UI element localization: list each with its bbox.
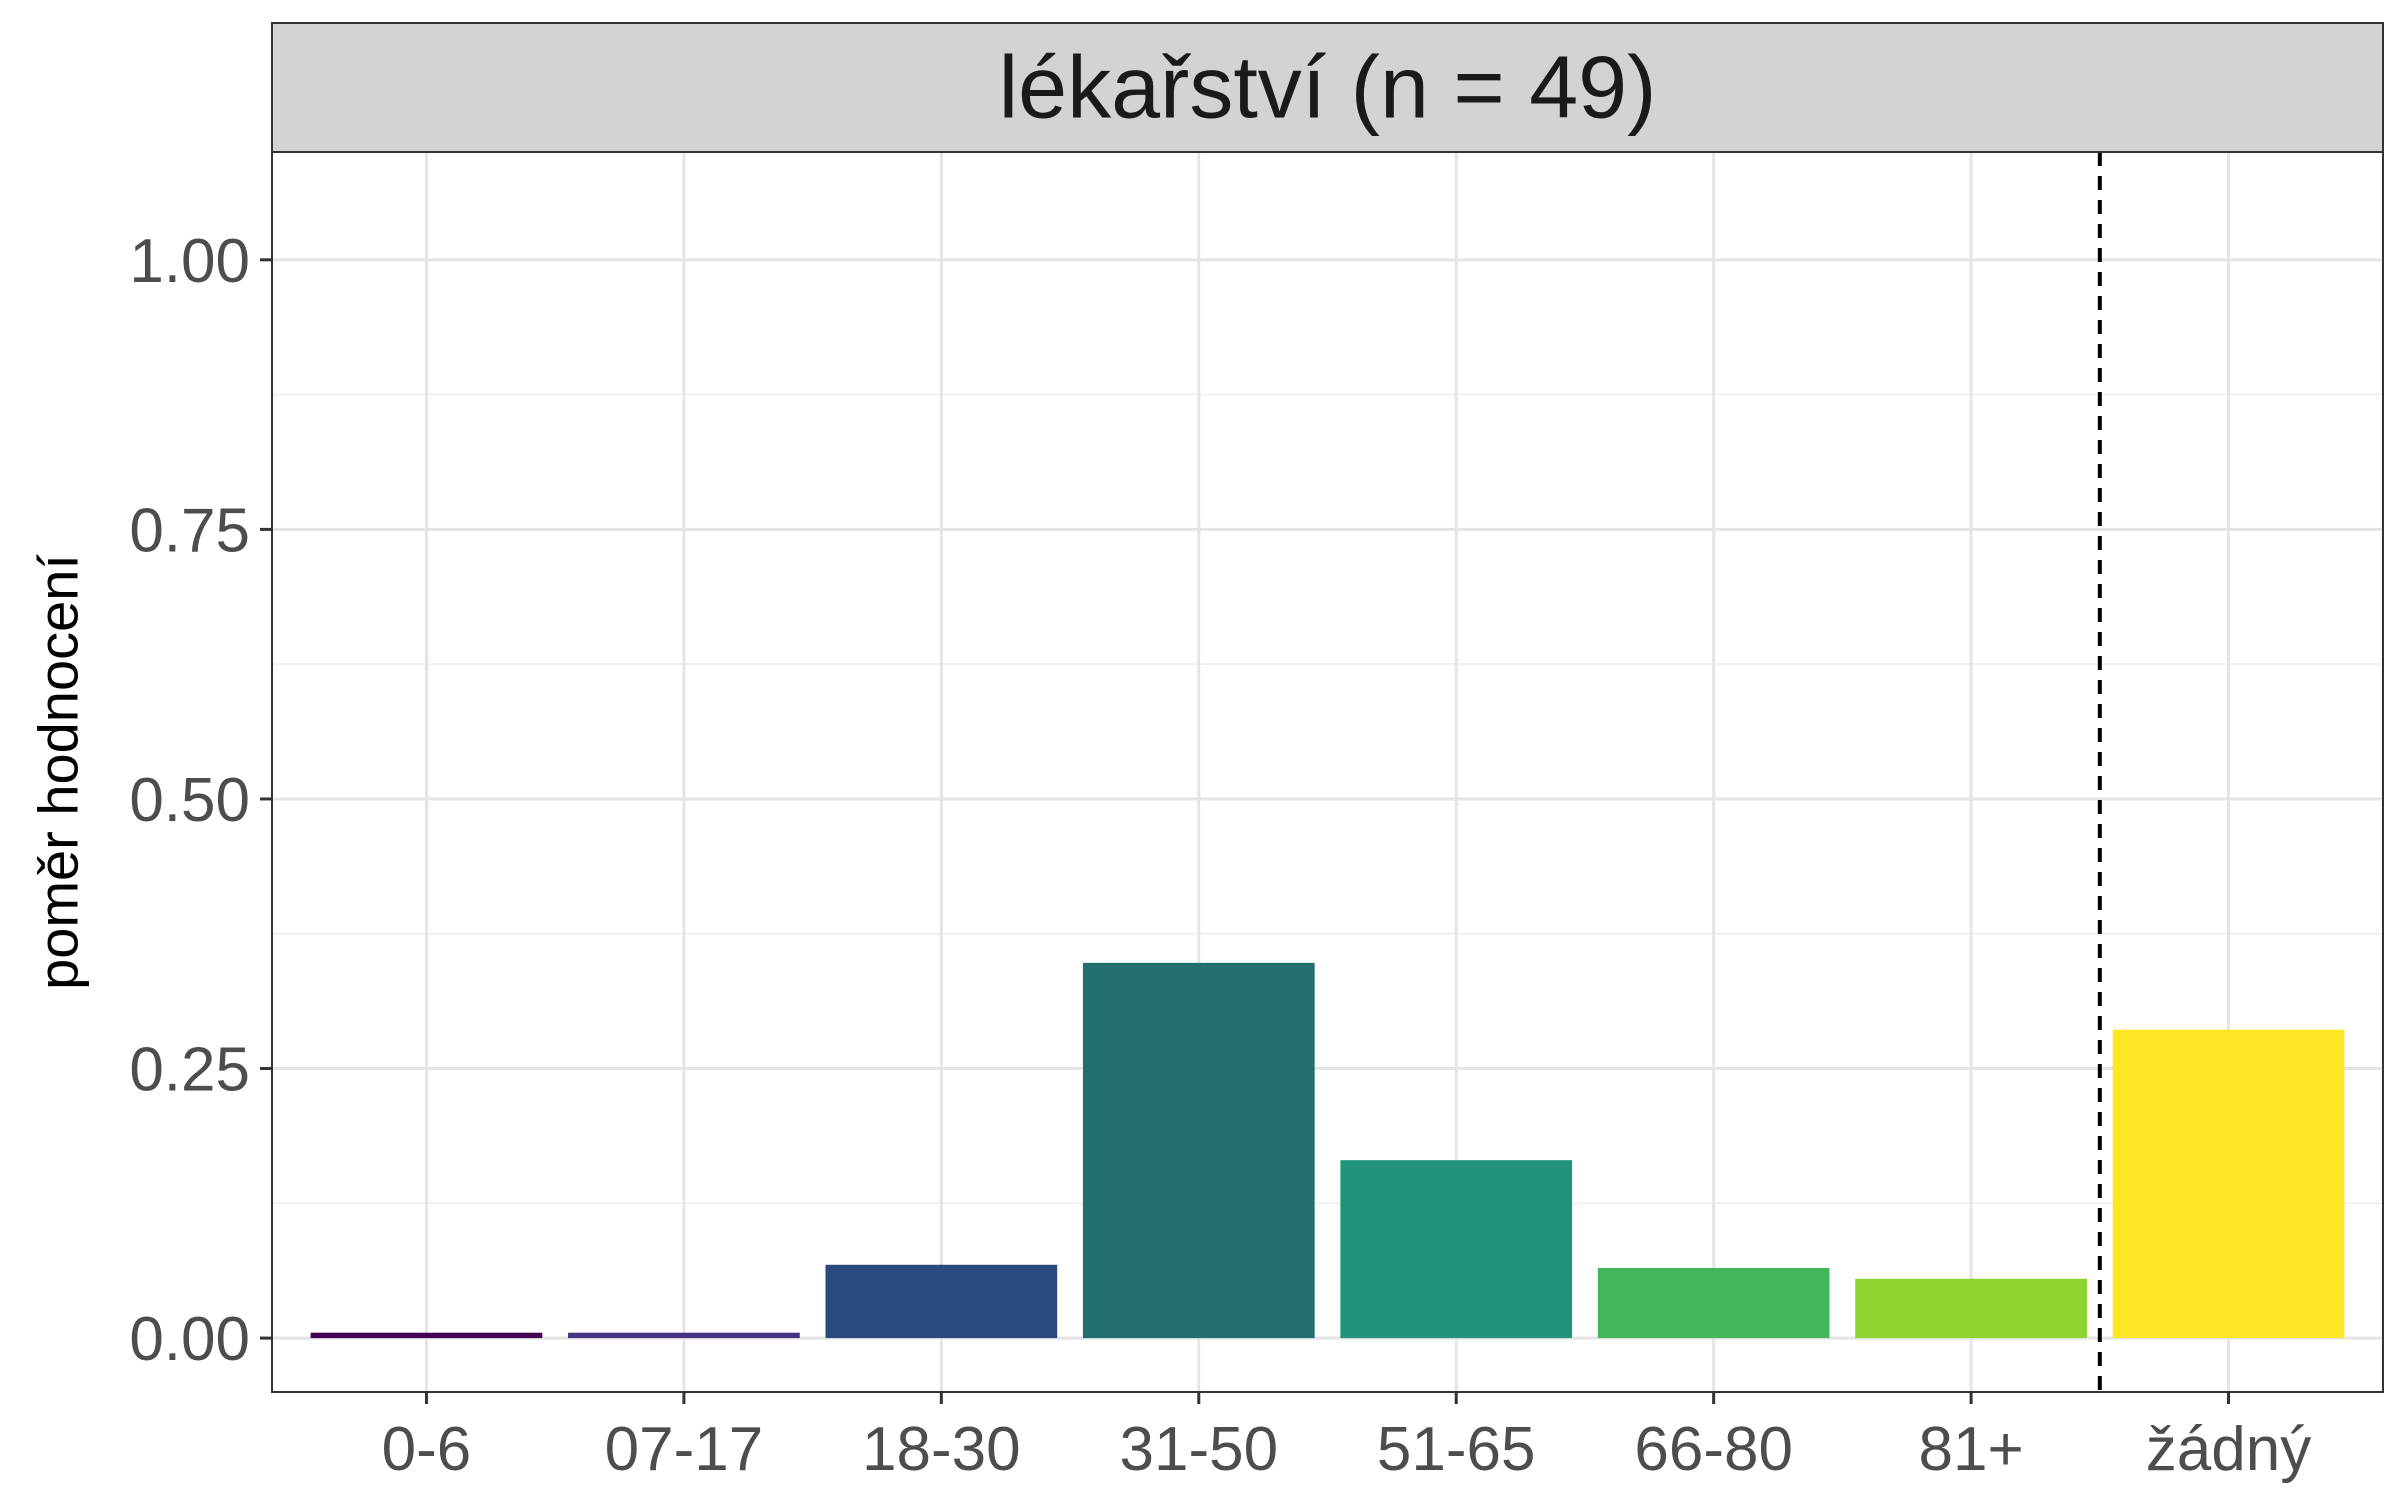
chart-title: lékařství (n = 49) bbox=[999, 38, 1657, 137]
x-tick-label: 51-65 bbox=[1377, 1415, 1536, 1484]
bar-66-80 bbox=[1597, 1268, 1830, 1339]
bar-0-6 bbox=[310, 1332, 543, 1339]
x-axis: 0-6 07-17 18-30 31-50 51-65 66-80 81+ žádný bbox=[382, 1392, 2311, 1484]
y-axis-title: poměr hodnocení bbox=[27, 554, 90, 990]
facet-strip bbox=[271, 22, 2384, 153]
bar-žádný bbox=[2112, 1029, 2345, 1339]
y-tick-label: 0.75 bbox=[129, 496, 250, 565]
x-tick-label: 66-80 bbox=[1634, 1415, 1793, 1484]
x-tick-label: žádný bbox=[2146, 1415, 2311, 1484]
bar-07-17 bbox=[568, 1332, 800, 1339]
bars bbox=[310, 962, 2345, 1339]
y-tick-label: 0.25 bbox=[129, 1036, 250, 1105]
bar-31-50 bbox=[1082, 962, 1315, 1339]
grid bbox=[272, 152, 2383, 1392]
y-axis: 0.00 0.25 0.50 0.75 1.00 bbox=[129, 227, 272, 1374]
y-tick-label: 0.50 bbox=[129, 766, 250, 835]
x-tick-label: 31-50 bbox=[1119, 1415, 1278, 1484]
y-tick-label: 1.00 bbox=[129, 227, 250, 296]
bar-51-65 bbox=[1340, 1160, 1573, 1339]
x-tick-label: 07-17 bbox=[605, 1415, 764, 1484]
x-tick-label: 81+ bbox=[1919, 1415, 2024, 1484]
bar-18-30 bbox=[825, 1264, 1058, 1339]
x-tick-label: 0-6 bbox=[382, 1415, 472, 1484]
x-tick-label: 18-30 bbox=[862, 1415, 1021, 1484]
bar-81+ bbox=[1855, 1278, 2087, 1339]
y-tick-label: 0.00 bbox=[129, 1305, 250, 1374]
